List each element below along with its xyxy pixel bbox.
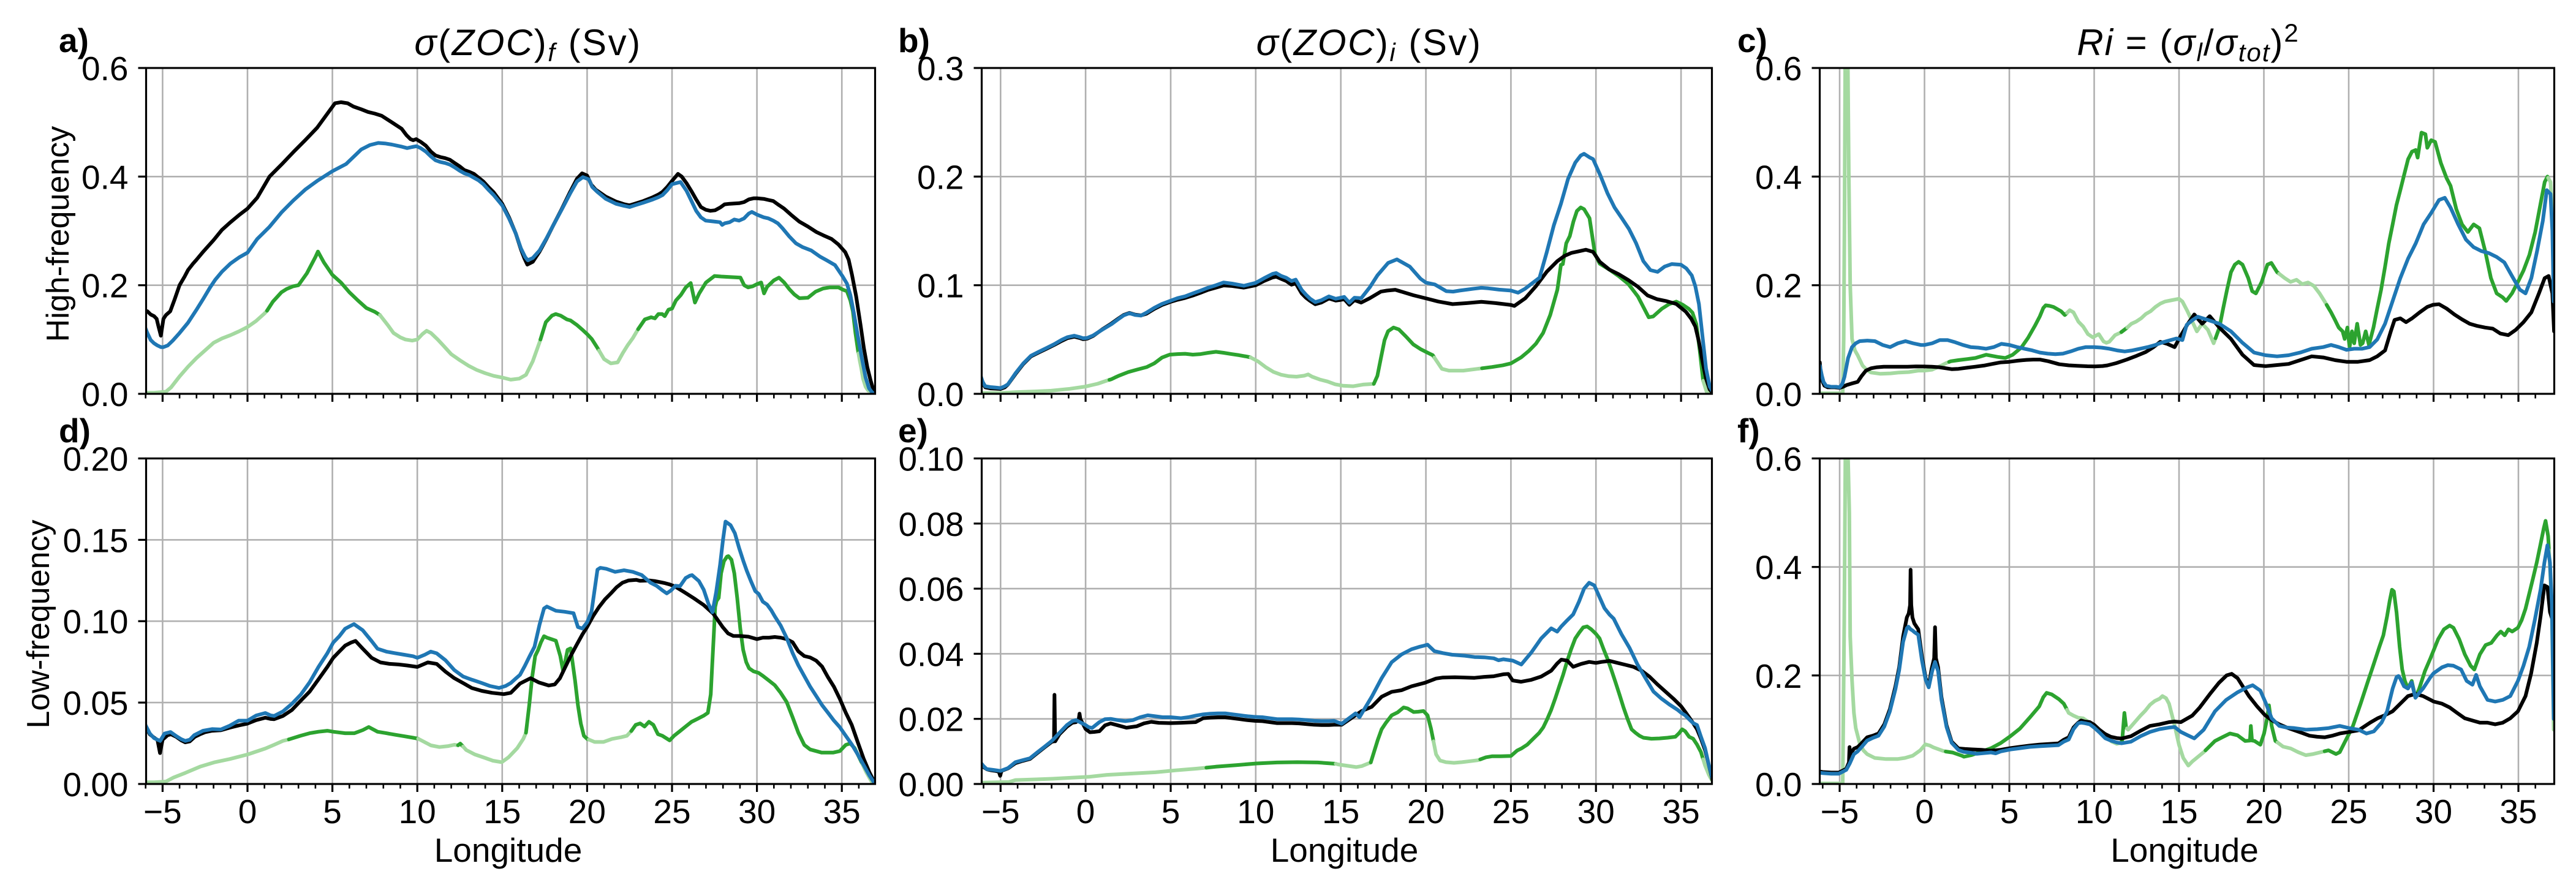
svg-text:0.00: 0.00: [62, 766, 128, 804]
svg-text:0.4: 0.4: [1755, 549, 1802, 587]
svg-text:d): d): [59, 412, 91, 450]
svg-text:0.0: 0.0: [917, 375, 964, 413]
svg-text:20: 20: [1407, 793, 1445, 831]
svg-text:0.00: 0.00: [898, 766, 964, 804]
svg-text:10: 10: [2076, 793, 2113, 831]
svg-text:25: 25: [1492, 793, 1530, 831]
svg-text:c): c): [1737, 21, 1767, 59]
svg-text:5: 5: [2000, 793, 2019, 831]
svg-text:35: 35: [823, 793, 861, 831]
svg-text:15: 15: [2160, 793, 2197, 831]
svg-text:0.2: 0.2: [917, 158, 964, 196]
svg-text:σ(ZOC)i (Sv): σ(ZOC)i (Sv): [1256, 22, 1483, 67]
svg-text:e): e): [898, 412, 928, 450]
svg-text:0.1: 0.1: [917, 267, 964, 305]
svg-text:0: 0: [238, 793, 257, 831]
svg-text:0.02: 0.02: [898, 701, 964, 739]
svg-text:0: 0: [1915, 793, 1934, 831]
svg-text:0.15: 0.15: [62, 521, 128, 559]
svg-text:35: 35: [2499, 793, 2537, 831]
svg-text:f): f): [1737, 412, 1760, 450]
svg-text:5: 5: [323, 793, 342, 831]
svg-text:5: 5: [1161, 793, 1180, 831]
svg-text:25: 25: [2330, 793, 2367, 831]
svg-text:35: 35: [1663, 793, 1700, 831]
svg-text:0.2: 0.2: [1755, 657, 1802, 695]
svg-text:−5: −5: [143, 793, 182, 831]
svg-text:0.6: 0.6: [1755, 50, 1802, 88]
svg-text:15: 15: [483, 793, 521, 831]
svg-text:0.2: 0.2: [1755, 267, 1802, 305]
svg-text:Longitude: Longitude: [1271, 831, 1419, 869]
svg-text:0.2: 0.2: [81, 267, 128, 305]
svg-text:0.3: 0.3: [917, 50, 964, 88]
svg-text:−5: −5: [981, 793, 1020, 831]
svg-text:0.4: 0.4: [1755, 158, 1802, 196]
svg-text:Ri = (σl/σtot)2: Ri = (σl/σtot)2: [2077, 18, 2299, 67]
svg-text:0.20: 0.20: [62, 440, 128, 478]
svg-text:0.4: 0.4: [81, 158, 128, 196]
svg-text:0.6: 0.6: [1755, 440, 1802, 478]
svg-text:30: 30: [2415, 793, 2452, 831]
svg-text:Low-frequency: Low-frequency: [21, 519, 56, 728]
svg-text:0.08: 0.08: [898, 505, 964, 543]
svg-text:30: 30: [738, 793, 776, 831]
svg-text:20: 20: [2245, 793, 2283, 831]
svg-text:0.6: 0.6: [81, 50, 128, 88]
svg-text:10: 10: [399, 793, 436, 831]
svg-text:0.05: 0.05: [62, 684, 128, 722]
svg-text:Longitude: Longitude: [2110, 831, 2259, 869]
svg-text:0.0: 0.0: [81, 375, 128, 413]
svg-text:0.0: 0.0: [1755, 375, 1802, 413]
svg-text:b): b): [898, 21, 930, 59]
svg-text:15: 15: [1322, 793, 1359, 831]
svg-text:High-frequency: High-frequency: [40, 126, 76, 342]
svg-text:σ(ZOC)f (Sv): σ(ZOC)f (Sv): [414, 22, 641, 67]
svg-text:−5: −5: [1821, 793, 1859, 831]
svg-text:25: 25: [653, 793, 690, 831]
svg-text:0.06: 0.06: [898, 570, 964, 608]
svg-text:10: 10: [1237, 793, 1274, 831]
svg-text:0.10: 0.10: [898, 440, 964, 478]
svg-text:a): a): [59, 21, 89, 59]
svg-text:0: 0: [1076, 793, 1095, 831]
svg-text:0.04: 0.04: [898, 635, 964, 673]
svg-text:0.0: 0.0: [1755, 766, 1802, 804]
svg-text:0.10: 0.10: [62, 603, 128, 641]
svg-text:30: 30: [1577, 793, 1615, 831]
svg-text:20: 20: [568, 793, 606, 831]
svg-text:Longitude: Longitude: [434, 831, 583, 869]
